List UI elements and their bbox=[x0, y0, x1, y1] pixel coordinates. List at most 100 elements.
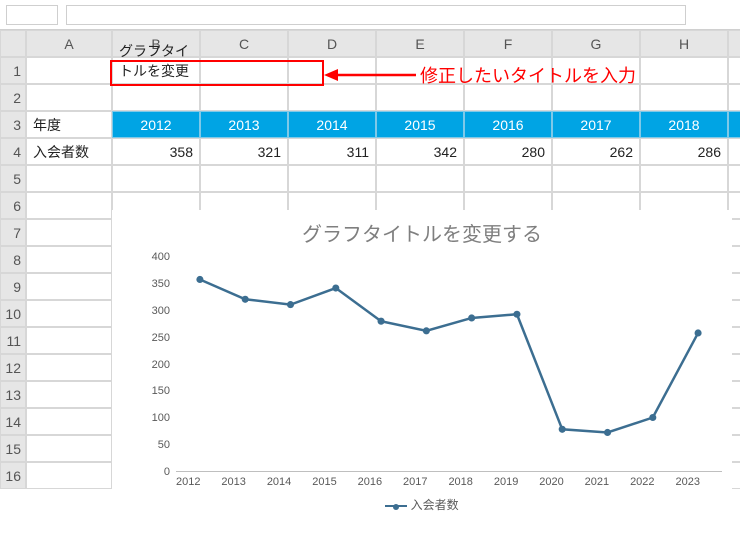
value-cell[interactable]: 262 bbox=[552, 138, 640, 165]
year-header[interactable]: 2013 bbox=[200, 111, 288, 138]
cell[interactable] bbox=[288, 84, 376, 111]
cell[interactable] bbox=[26, 408, 112, 435]
row-header[interactable]: 14 bbox=[0, 408, 26, 435]
embedded-chart[interactable]: グラフタイトルを変更する 050100150200250300350400 20… bbox=[112, 210, 732, 530]
x-tick-label: 2022 bbox=[630, 476, 654, 488]
year-header[interactable]: 2017 bbox=[552, 111, 640, 138]
y-tick-label: 250 bbox=[152, 332, 170, 344]
y-tick-label: 400 bbox=[152, 251, 170, 263]
cell[interactable] bbox=[464, 165, 552, 192]
y-tick-label: 350 bbox=[152, 278, 170, 290]
cell[interactable] bbox=[112, 165, 200, 192]
value-cell[interactable]: 286 bbox=[640, 138, 728, 165]
value-cell[interactable]: 321 bbox=[200, 138, 288, 165]
cell[interactable] bbox=[376, 165, 464, 192]
row-header[interactable]: 15 bbox=[0, 435, 26, 462]
row-header[interactable]: 9 bbox=[0, 273, 26, 300]
name-box[interactable] bbox=[6, 5, 58, 25]
column-header[interactable]: I bbox=[728, 30, 740, 57]
column-header[interactable]: A bbox=[26, 30, 112, 57]
cell[interactable] bbox=[26, 327, 112, 354]
cell[interactable] bbox=[26, 192, 112, 219]
row-header[interactable]: 10 bbox=[0, 300, 26, 327]
cell[interactable] bbox=[640, 84, 728, 111]
value-cell[interactable]: 358 bbox=[112, 138, 200, 165]
cell[interactable] bbox=[112, 84, 200, 111]
y-tick-label: 200 bbox=[152, 359, 170, 371]
row-header[interactable]: 12 bbox=[0, 354, 26, 381]
row-header[interactable]: 4 bbox=[0, 138, 26, 165]
row-header[interactable]: 2 bbox=[0, 84, 26, 111]
cell[interactable] bbox=[464, 84, 552, 111]
annotation-text: 修正したいタイトルを入力 bbox=[420, 62, 636, 88]
y-tick-label: 150 bbox=[152, 385, 170, 397]
value-cell[interactable]: 280 bbox=[464, 138, 552, 165]
cell[interactable] bbox=[376, 84, 464, 111]
cell[interactable] bbox=[640, 165, 728, 192]
year-header[interactable]: 2012 bbox=[112, 111, 200, 138]
row-header[interactable]: 1 bbox=[0, 57, 26, 84]
row-header[interactable]: 8 bbox=[0, 246, 26, 273]
cell[interactable] bbox=[26, 462, 112, 489]
cell[interactable] bbox=[26, 273, 112, 300]
value-cell[interactable]: 311 bbox=[288, 138, 376, 165]
cell[interactable] bbox=[640, 57, 728, 84]
row-label[interactable]: 年度 bbox=[26, 111, 112, 138]
year-header[interactable]: 2018 bbox=[640, 111, 728, 138]
column-header[interactable]: G bbox=[552, 30, 640, 57]
row-header[interactable]: 5 bbox=[0, 165, 26, 192]
cell[interactable] bbox=[728, 84, 740, 111]
row-header[interactable]: 6 bbox=[0, 192, 26, 219]
x-tick-label: 2018 bbox=[448, 476, 472, 488]
cell[interactable] bbox=[552, 165, 640, 192]
column-header[interactable]: E bbox=[376, 30, 464, 57]
row-header[interactable]: 11 bbox=[0, 327, 26, 354]
legend-swatch bbox=[385, 505, 407, 507]
cell[interactable] bbox=[728, 165, 740, 192]
chart-line bbox=[176, 257, 722, 471]
cell[interactable] bbox=[26, 300, 112, 327]
cell[interactable] bbox=[552, 84, 640, 111]
column-header[interactable]: C bbox=[200, 30, 288, 57]
x-tick-label: 2021 bbox=[585, 476, 609, 488]
year-header[interactable]: 2016 bbox=[464, 111, 552, 138]
value-cell[interactable]: 342 bbox=[376, 138, 464, 165]
row-header[interactable]: 7 bbox=[0, 219, 26, 246]
year-header[interactable]: 2014 bbox=[288, 111, 376, 138]
cell[interactable] bbox=[288, 165, 376, 192]
row-header[interactable]: 16 bbox=[0, 462, 26, 489]
title-source-cell[interactable]: グラフタイトルを変更する bbox=[112, 57, 200, 84]
chart-x-axis: 2012201320142015201620172018201920202021… bbox=[176, 472, 700, 488]
spreadsheet-window: ABCDEFGHI1グラフタイトルを変更する23年度20122013201420… bbox=[0, 0, 740, 541]
cell[interactable] bbox=[26, 381, 112, 408]
year-header[interactable]: 2015 bbox=[376, 111, 464, 138]
column-header[interactable]: F bbox=[464, 30, 552, 57]
x-tick-label: 2015 bbox=[312, 476, 336, 488]
cell[interactable] bbox=[26, 435, 112, 462]
cell[interactable] bbox=[26, 219, 112, 246]
select-all-corner[interactable] bbox=[0, 30, 26, 57]
chart-title: グラフタイトルを変更する bbox=[112, 218, 732, 247]
row-label[interactable]: 入会者数 bbox=[26, 138, 112, 165]
value-cell[interactable]: 293 bbox=[728, 138, 740, 165]
y-tick-label: 100 bbox=[152, 412, 170, 424]
cell[interactable] bbox=[200, 165, 288, 192]
cell[interactable] bbox=[728, 57, 740, 84]
column-header[interactable]: H bbox=[640, 30, 728, 57]
year-header[interactable]: 2019 bbox=[728, 111, 740, 138]
cell[interactable] bbox=[288, 57, 376, 84]
cell[interactable] bbox=[26, 246, 112, 273]
cell[interactable] bbox=[26, 57, 112, 84]
cell[interactable] bbox=[26, 354, 112, 381]
row-header[interactable]: 13 bbox=[0, 381, 26, 408]
cell[interactable] bbox=[26, 84, 112, 111]
cell[interactable] bbox=[200, 84, 288, 111]
cell[interactable] bbox=[26, 165, 112, 192]
cell[interactable] bbox=[200, 57, 288, 84]
column-header[interactable]: D bbox=[288, 30, 376, 57]
formula-input[interactable] bbox=[66, 5, 686, 25]
x-tick-label: 2019 bbox=[494, 476, 518, 488]
x-tick-label: 2017 bbox=[403, 476, 427, 488]
x-tick-label: 2012 bbox=[176, 476, 200, 488]
row-header[interactable]: 3 bbox=[0, 111, 26, 138]
